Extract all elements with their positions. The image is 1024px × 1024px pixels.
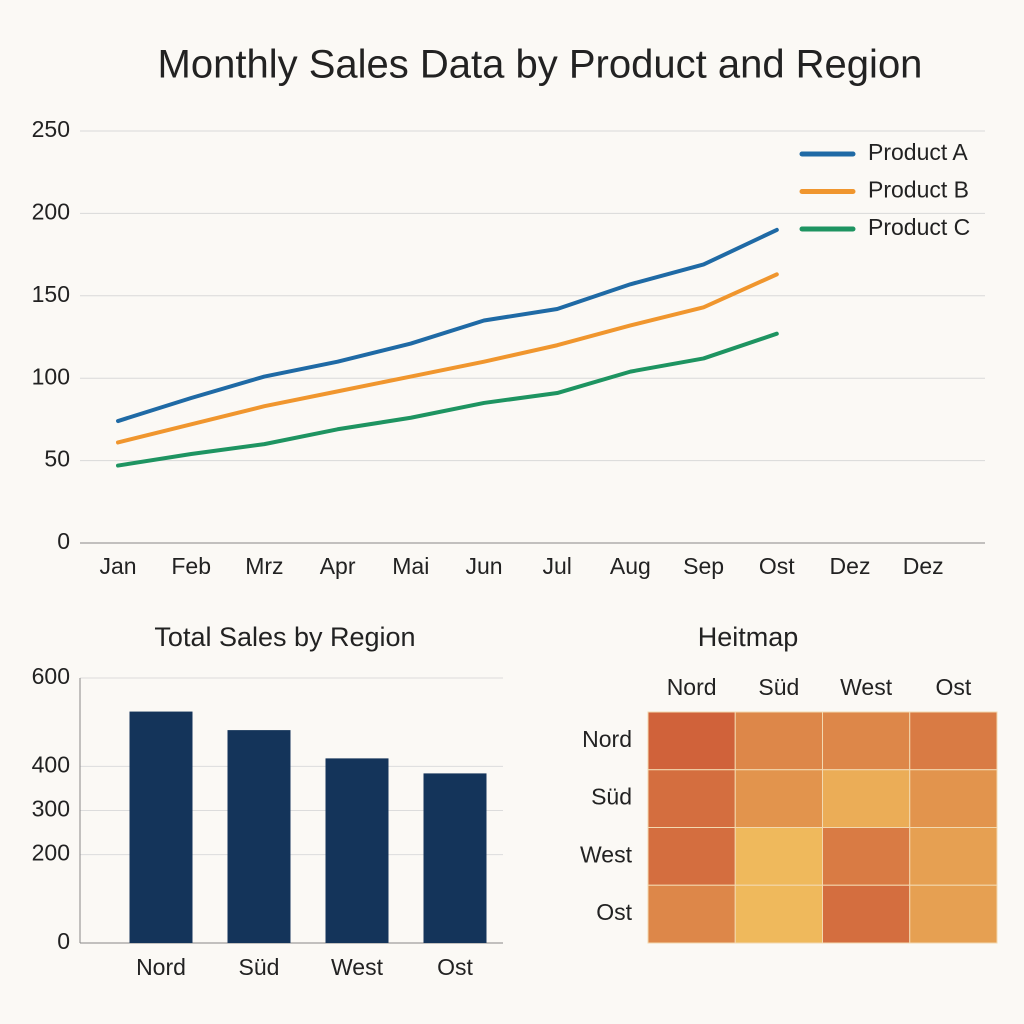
row-label: Süd	[591, 784, 632, 810]
x-tick-label: Ost	[437, 954, 473, 980]
y-tick-label: 100	[32, 363, 70, 389]
y-tick-label: 400	[32, 751, 70, 777]
heatmap-cell	[822, 827, 911, 886]
page-title: Monthly Sales Data by Product and Region	[158, 43, 923, 87]
y-tick-label: 250	[32, 116, 70, 142]
column-label: Ost	[935, 674, 971, 700]
y-tick-label: 300	[32, 796, 70, 822]
bar	[325, 758, 389, 943]
column-label: Nord	[667, 674, 717, 700]
x-tick-label: Jul	[542, 553, 571, 579]
heatmap-cell	[647, 884, 736, 944]
line-series	[116, 227, 779, 424]
x-tick-label: Apr	[320, 553, 356, 579]
heatmap-cell	[909, 827, 998, 886]
y-tick-label: 200	[32, 840, 70, 866]
heatmap-cell	[822, 884, 911, 944]
bar	[423, 773, 487, 943]
heatmap-cell	[734, 884, 823, 944]
heatmap-cell	[909, 884, 998, 944]
bar-title: Total Sales by Region	[154, 622, 415, 652]
row-label: Nord	[582, 726, 632, 752]
heatmap-cell	[822, 711, 911, 771]
x-tick-label: Mrz	[245, 553, 283, 579]
bar	[129, 711, 193, 943]
x-tick-label: Feb	[171, 553, 211, 579]
x-tick-label: Süd	[239, 954, 280, 980]
heatmap-title: Heitmap	[698, 622, 799, 652]
x-tick-label: West	[331, 954, 384, 980]
heatmap-cell	[909, 711, 998, 771]
heatmap-cell	[647, 711, 736, 771]
x-tick-label: Dez	[830, 553, 871, 579]
x-tick-label: Jan	[99, 553, 136, 579]
x-tick-label: Ost	[759, 553, 795, 579]
legend-label: Product C	[868, 214, 970, 240]
heatmap-cell	[734, 769, 823, 828]
heatmap-cell	[734, 711, 823, 771]
column-label: West	[840, 674, 893, 700]
heatmap-cell	[647, 769, 736, 828]
y-tick-label: 0	[57, 528, 70, 554]
y-tick-label: 200	[32, 198, 70, 224]
legend-label: Product A	[868, 139, 968, 165]
y-tick-label: 0	[57, 928, 70, 954]
row-label: West	[580, 841, 633, 867]
row-label: Ost	[596, 899, 632, 925]
y-tick-label: 50	[44, 446, 70, 472]
x-tick-label: Dez	[903, 553, 944, 579]
y-tick-label: 150	[32, 281, 70, 307]
x-tick-label: Aug	[610, 553, 651, 579]
x-tick-label: Nord	[136, 954, 186, 980]
x-tick-label: Sep	[683, 553, 724, 579]
heatmap-cell	[909, 769, 998, 828]
legend-label: Product B	[868, 177, 969, 203]
line-series	[116, 331, 779, 468]
x-tick-label: Jun	[465, 553, 502, 579]
x-tick-label: Mai	[392, 553, 429, 579]
line-series	[116, 272, 779, 445]
heatmap-cell	[647, 827, 736, 886]
bar	[227, 730, 291, 943]
column-label: Süd	[758, 674, 799, 700]
heatmap-cell	[734, 827, 823, 886]
y-tick-label: 600	[32, 663, 70, 689]
heatmap-cell	[822, 769, 911, 828]
